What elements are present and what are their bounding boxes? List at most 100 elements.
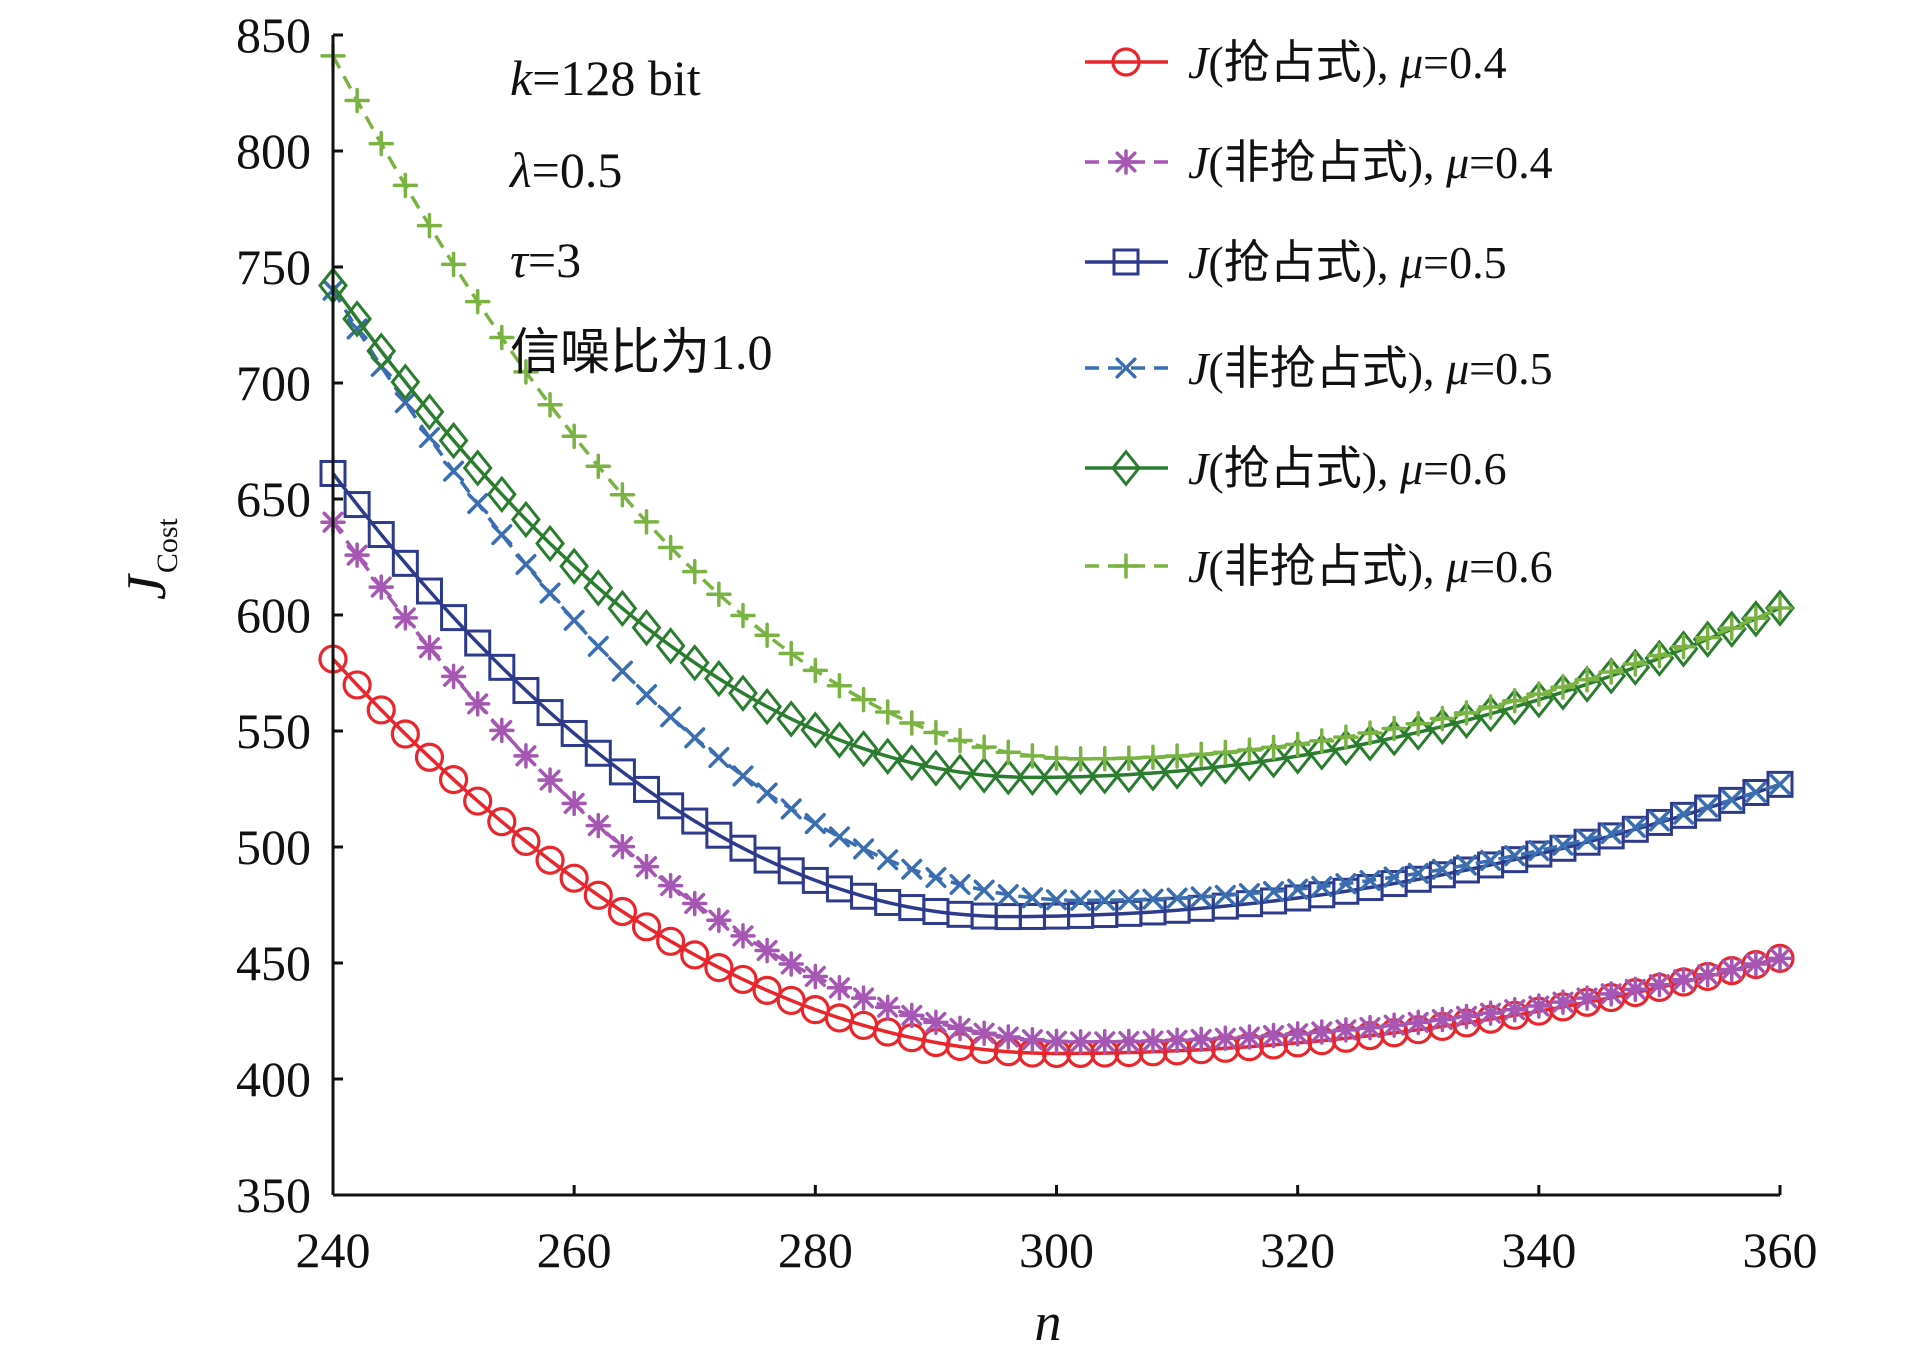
data-point [993,758,1024,796]
annotation-3: τ=3 [510,232,581,288]
data-point [368,130,394,157]
data-point [949,873,971,896]
data-point [464,691,491,717]
data-point [1188,741,1214,768]
data-point [1526,681,1552,707]
data-point [826,975,853,1001]
data-point [633,775,661,803]
data-point [1692,620,1723,658]
legend-entry-4: J(非抢占式), μ=0.5 [1085,343,1553,394]
data-point [489,324,515,351]
y-tick-label: 650 [236,471,311,527]
data-point [487,807,517,837]
data-point [1767,945,1793,972]
data-point [561,423,587,450]
data-point [559,547,590,585]
data-point [706,581,732,608]
data-point [438,421,469,460]
data-point [535,524,565,563]
legend: J(抢占式), μ=0.4 J(非抢占式), μ=0.4 J(抢占式), μ=0… [1085,37,1553,592]
data-point [418,426,441,449]
data-point [660,706,682,728]
data-point [1164,743,1190,769]
data-point [1284,731,1311,758]
data-point [1067,1029,1094,1055]
data-point [342,670,372,700]
data-point [1140,744,1166,770]
data-point [1765,589,1795,627]
data-point [1644,639,1675,677]
data-point [828,826,850,848]
data-point [1142,888,1164,910]
data-point [607,589,638,628]
data-point [1381,715,1407,742]
data-point [684,727,706,749]
x-tick-label: 240 [296,1222,371,1278]
data-point [1234,744,1265,782]
legend-label: J(非抢占式), μ=0.6 [1188,541,1553,592]
data-point [1333,724,1359,750]
data-point [1357,1014,1383,1041]
y-tick-label: 400 [236,1051,311,1107]
data-point [1335,873,1357,895]
data-point [392,172,419,199]
data-point [1190,886,1212,908]
data-point [1162,752,1193,790]
data-point [1743,605,1769,632]
x-tick-label: 320 [1260,1222,1335,1278]
data-point [563,609,585,631]
data-point [1550,989,1576,1015]
data-point [463,786,493,816]
data-point [850,686,877,713]
legend-entry-1: J(抢占式), μ=0.4 [1085,37,1507,88]
plot-area [318,43,1795,1069]
x-tick-label: 260 [537,1222,612,1278]
data-point [1381,1012,1407,1038]
data-point [848,730,879,768]
data-point [1648,810,1670,832]
data-point [1501,996,1528,1023]
data-point [1260,734,1287,761]
data-point [560,719,588,747]
data-point [1721,789,1743,811]
data-point [995,739,1022,766]
data-point [346,318,368,340]
ticks: 350 400 450 500 550 600 650 700 750 800 850 240 260 2… [236,7,1818,1278]
data-point [728,964,758,995]
data-point [995,1024,1022,1050]
data-point [367,521,395,549]
y-tick-label: 750 [236,239,311,295]
data-point [732,765,754,787]
data-point [609,833,636,860]
annotation-4: 信噪比为1.0 [510,324,773,380]
data-point [536,699,564,727]
data-point [1767,595,1793,621]
data-point [561,790,587,817]
y-tick-label: 700 [236,355,311,411]
data-point [657,872,684,899]
data-point [971,1020,997,1046]
data-point [609,482,636,508]
data-point [872,737,903,775]
data-point [1501,687,1528,714]
data-point [608,758,636,786]
data-point [1622,976,1649,1003]
data-point [1600,823,1622,845]
data-point [584,739,612,767]
data-point [1186,750,1217,788]
data-point [440,604,468,632]
data-point [1672,803,1695,825]
data-point [1576,828,1598,851]
data-point [1455,854,1478,876]
data-point [778,640,804,667]
x-tick-label: 300 [1019,1222,1094,1278]
data-point [1477,694,1504,720]
data-point [416,634,443,661]
data-point [780,798,802,820]
data-point [1210,747,1241,785]
data-point [1765,943,1795,973]
data-point [728,674,758,712]
data-point [1480,849,1502,872]
data-point [1429,1006,1456,1033]
data-point [1646,642,1673,669]
